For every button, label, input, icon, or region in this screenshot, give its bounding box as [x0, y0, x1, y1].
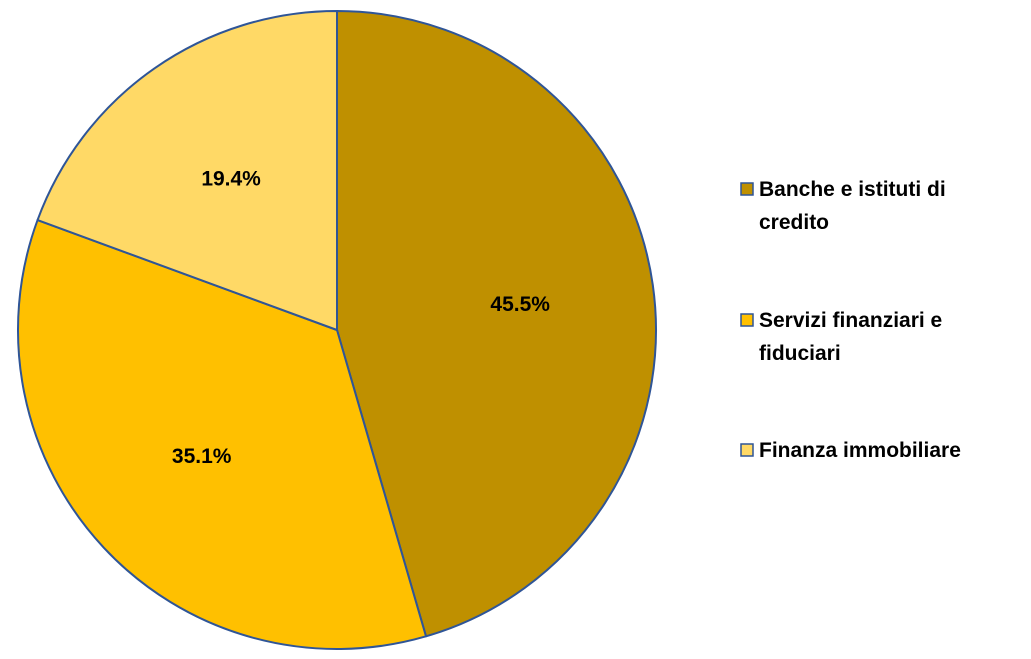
- legend-label-2-line-2: fiduciari: [759, 342, 841, 365]
- legend-swatch-1: [740, 182, 754, 196]
- legend-label-1-line-2: credito: [759, 211, 829, 234]
- pie-slices: [17, 10, 657, 650]
- legend: Banche e istituti di credito Servizi finan…: [740, 178, 961, 462]
- legend-swatch-2: [740, 313, 754, 327]
- pie-slice-1: [336, 10, 657, 638]
- pie-slice-labels: 45.5% 35.1% 19.4%: [172, 167, 550, 468]
- legend-label-2-line-1: Servizi finanziari e: [759, 309, 942, 332]
- legend-label-1-line-1: Banche e istituti di: [759, 178, 946, 201]
- pie-slice-2: [17, 219, 427, 650]
- slice-label-2: 35.1%: [172, 445, 232, 468]
- slice-label-1: 45.5%: [490, 293, 550, 316]
- legend-swatch-3: [740, 443, 754, 457]
- pie-slice-3: [36, 10, 338, 331]
- slice-label-3: 19.4%: [201, 167, 261, 190]
- legend-label-3-line-1: Finanza immobiliare: [759, 439, 961, 462]
